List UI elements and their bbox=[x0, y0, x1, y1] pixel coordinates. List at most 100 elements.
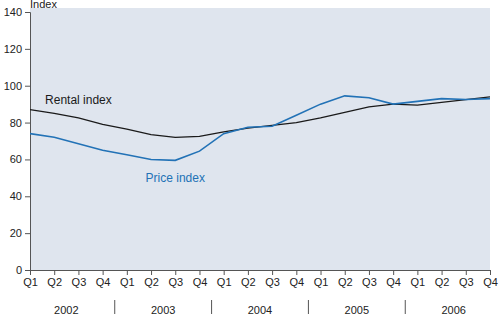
x-tick-label: Q4 bbox=[96, 276, 111, 288]
x-tick-mark bbox=[369, 270, 370, 275]
x-tick: Q3 bbox=[265, 270, 280, 288]
y-tick-mark bbox=[25, 233, 30, 234]
x-tick-label: Q3 bbox=[459, 276, 474, 288]
y-tick-label: 20 bbox=[10, 227, 22, 239]
x-tick-label: Q1 bbox=[314, 276, 329, 288]
year-separator bbox=[114, 300, 115, 314]
x-tick: Q1 bbox=[120, 270, 135, 288]
y-tick-mark bbox=[25, 86, 30, 87]
y-axis-line bbox=[25, 13, 31, 271]
year-groups: 2002 2003 2004 2005 2006 bbox=[54, 300, 466, 316]
x-tick: Q2 bbox=[144, 270, 159, 288]
y-tick-label: 0 bbox=[16, 264, 22, 276]
x-tick: Q1 bbox=[23, 270, 38, 288]
year-label: 2005 bbox=[345, 304, 369, 316]
x-tick-label: Q4 bbox=[386, 276, 401, 288]
x-tick: Q4 bbox=[483, 270, 498, 288]
x-tick: Q4 bbox=[289, 270, 304, 288]
x-tick: Q1 bbox=[217, 270, 232, 288]
series-label: Rental index bbox=[45, 93, 112, 107]
x-tick-mark bbox=[490, 270, 491, 275]
x-tick-mark bbox=[199, 270, 200, 275]
x-axis: Q1 Q2 Q3 Q4 Q1 Q2 Q3 Q4 Q1 Q2 Q3 Q4 Q1 Q2 Q3 Q4 Q1 Q2 Q3 Q4 bbox=[23, 270, 498, 288]
year-label: 2002 bbox=[54, 304, 78, 316]
x-tick-label: Q2 bbox=[144, 276, 159, 288]
year-separator bbox=[211, 300, 212, 314]
x-tick-label: Q4 bbox=[193, 276, 208, 288]
y-tick-mark bbox=[25, 270, 30, 271]
x-tick: Q2 bbox=[47, 270, 62, 288]
y-tick-label: 40 bbox=[10, 190, 22, 202]
x-tick-label: Q2 bbox=[338, 276, 353, 288]
x-tick-mark bbox=[417, 270, 418, 275]
y-tick: 60 bbox=[10, 153, 30, 165]
y-tick-label: 120 bbox=[4, 43, 22, 55]
x-tick-label: Q4 bbox=[483, 276, 498, 288]
x-tick-label: Q3 bbox=[72, 276, 87, 288]
x-tick-label: Q4 bbox=[289, 276, 304, 288]
y-axis: 0 20 40 60 80 100 120 140 bbox=[4, 6, 31, 276]
x-axis-line bbox=[31, 271, 491, 276]
x-tick: Q3 bbox=[168, 270, 183, 288]
year-label: 2003 bbox=[151, 304, 175, 316]
year-separator bbox=[405, 300, 406, 314]
x-tick-mark bbox=[54, 270, 55, 275]
x-tick-label: Q2 bbox=[241, 276, 256, 288]
x-tick: Q4 bbox=[193, 270, 208, 288]
x-tick: Q1 bbox=[314, 270, 329, 288]
y-tick-mark bbox=[25, 196, 30, 197]
plot-background bbox=[30, 8, 490, 270]
y-tick: 140 bbox=[4, 6, 30, 18]
series-label: Price index bbox=[146, 171, 205, 185]
x-tick: Q4 bbox=[386, 270, 401, 288]
x-tick: Q2 bbox=[241, 270, 256, 288]
x-tick: Q4 bbox=[96, 270, 111, 288]
x-tick-label: Q1 bbox=[120, 276, 135, 288]
x-tick-mark bbox=[345, 270, 346, 275]
y-tick: 0 bbox=[16, 264, 30, 276]
x-tick-label: Q1 bbox=[411, 276, 426, 288]
y-tick: 20 bbox=[10, 227, 30, 239]
year-label: 2004 bbox=[248, 304, 272, 316]
x-tick-mark bbox=[321, 270, 322, 275]
x-tick-mark bbox=[30, 270, 31, 275]
x-tick-label: Q3 bbox=[265, 276, 280, 288]
x-tick: Q2 bbox=[338, 270, 353, 288]
x-tick-mark bbox=[224, 270, 225, 275]
y-tick: 40 bbox=[10, 190, 30, 202]
x-tick-mark bbox=[393, 270, 394, 275]
y-tick-mark bbox=[25, 123, 30, 124]
y-tick-mark bbox=[25, 159, 30, 160]
y-tick-mark bbox=[25, 12, 30, 13]
y-axis-title: Index bbox=[30, 0, 57, 10]
y-tick: 120 bbox=[4, 43, 30, 55]
x-tick-mark bbox=[78, 270, 79, 275]
y-tick: 100 bbox=[4, 80, 30, 92]
x-tick-mark bbox=[103, 270, 104, 275]
x-tick: Q1 bbox=[411, 270, 426, 288]
x-tick: Q3 bbox=[72, 270, 87, 288]
x-tick-mark bbox=[175, 270, 176, 275]
year-label: 2006 bbox=[441, 304, 465, 316]
x-tick-mark bbox=[296, 270, 297, 275]
y-tick-mark bbox=[25, 49, 30, 50]
y-tick-label: 80 bbox=[10, 117, 22, 129]
x-tick: Q3 bbox=[362, 270, 377, 288]
x-tick-label: Q2 bbox=[47, 276, 62, 288]
x-tick-mark bbox=[248, 270, 249, 275]
x-tick: Q2 bbox=[435, 270, 450, 288]
x-tick-label: Q1 bbox=[23, 276, 38, 288]
x-tick: Q3 bbox=[459, 270, 474, 288]
year-separator bbox=[308, 300, 309, 314]
x-tick-mark bbox=[151, 270, 152, 275]
y-tick-label: 100 bbox=[4, 80, 22, 92]
x-tick-label: Q3 bbox=[362, 276, 377, 288]
y-tick-label: 140 bbox=[4, 6, 22, 18]
x-tick-mark bbox=[272, 270, 273, 275]
x-tick-mark bbox=[442, 270, 443, 275]
y-tick-label: 60 bbox=[10, 153, 22, 165]
x-tick-label: Q3 bbox=[168, 276, 183, 288]
x-tick-mark bbox=[466, 270, 467, 275]
x-tick-label: Q1 bbox=[217, 276, 232, 288]
x-tick-label: Q2 bbox=[435, 276, 450, 288]
